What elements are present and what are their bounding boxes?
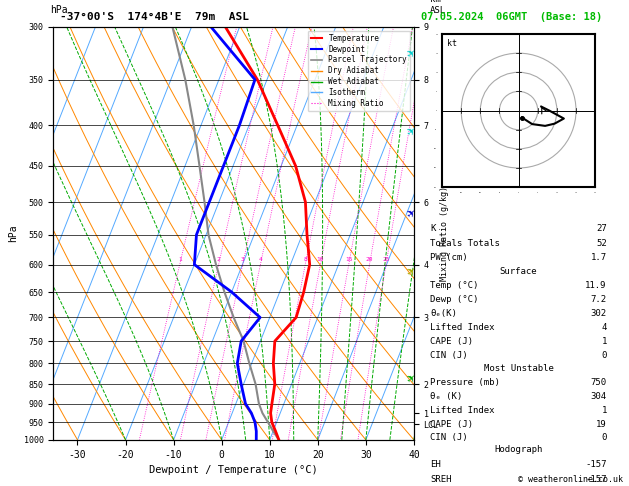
Text: 1.7: 1.7 [591,253,607,262]
Text: ✈: ✈ [405,265,419,279]
Text: ✈: ✈ [405,47,419,60]
Text: hPa: hPa [50,4,68,15]
Text: Totals Totals: Totals Totals [430,239,500,247]
Text: ✈: ✈ [405,372,419,386]
Text: 1: 1 [601,406,607,415]
Text: © weatheronline.co.uk: © weatheronline.co.uk [518,474,623,484]
Text: 4: 4 [601,323,607,332]
Text: 0: 0 [601,350,607,360]
Text: 302: 302 [591,309,607,318]
Text: θₑ(K): θₑ(K) [430,309,457,318]
Legend: Temperature, Dewpoint, Parcel Trajectory, Dry Adiabat, Wet Adiabat, Isotherm, Mi: Temperature, Dewpoint, Parcel Trajectory… [308,31,410,111]
Text: 07.05.2024  06GMT  (Base: 18): 07.05.2024 06GMT (Base: 18) [421,12,603,22]
Text: PW (cm): PW (cm) [430,253,468,262]
Text: 750: 750 [591,378,607,387]
Text: 11.9: 11.9 [586,281,607,290]
Text: 3: 3 [241,258,245,262]
Text: Surface: Surface [500,267,537,277]
Text: 0: 0 [601,434,607,442]
Text: Hodograph: Hodograph [494,445,543,454]
Text: -157: -157 [586,460,607,469]
Text: SREH: SREH [430,475,452,485]
Text: 8: 8 [303,258,307,262]
Text: 52: 52 [596,239,607,247]
Text: Most Unstable: Most Unstable [484,364,554,373]
X-axis label: Dewpoint / Temperature (°C): Dewpoint / Temperature (°C) [149,465,318,475]
Text: 25: 25 [382,258,390,262]
Text: ✈: ✈ [405,207,419,221]
Text: K: K [430,224,436,233]
Text: 7.2: 7.2 [591,295,607,304]
Text: -157: -157 [586,475,607,485]
Text: 2: 2 [217,258,221,262]
Text: CIN (J): CIN (J) [430,350,468,360]
Text: 1: 1 [178,258,182,262]
Text: 20: 20 [365,258,373,262]
Text: Dewp (°C): Dewp (°C) [430,295,479,304]
Text: CIN (J): CIN (J) [430,434,468,442]
Text: CAPE (J): CAPE (J) [430,337,474,346]
Text: km
ASL: km ASL [430,0,446,15]
Text: CAPE (J): CAPE (J) [430,419,474,429]
Text: Lifted Index: Lifted Index [430,323,495,332]
Text: ✈: ✈ [405,124,419,138]
Text: 19: 19 [596,419,607,429]
Text: kt: kt [447,38,457,48]
Text: EH: EH [430,460,441,469]
Text: Pressure (mb): Pressure (mb) [430,378,500,387]
Text: 304: 304 [591,392,607,401]
Text: Temp (°C): Temp (°C) [430,281,479,290]
Y-axis label: hPa: hPa [8,225,18,242]
Text: Mixing Ratio (g/kg): Mixing Ratio (g/kg) [440,186,448,281]
Text: 27: 27 [596,224,607,233]
Text: Lifted Index: Lifted Index [430,406,495,415]
Text: θₑ (K): θₑ (K) [430,392,462,401]
Text: 10: 10 [316,258,324,262]
Text: 15: 15 [345,258,352,262]
Text: 1: 1 [601,337,607,346]
Text: 4: 4 [259,258,262,262]
Text: -37°00'S  174°4B'E  79m  ASL: -37°00'S 174°4B'E 79m ASL [60,12,248,22]
